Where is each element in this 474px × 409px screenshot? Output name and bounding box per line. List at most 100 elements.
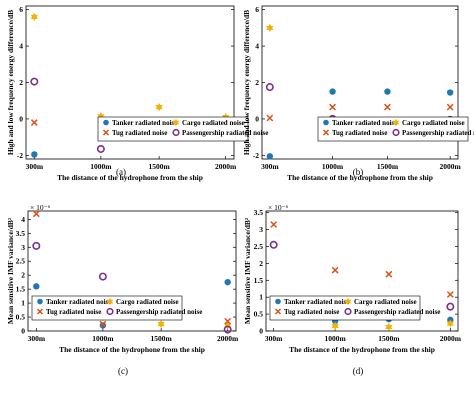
legend-entry: Cargo radiated noise: [182, 119, 245, 127]
data-point-filled-circle: [224, 278, 231, 286]
data-point-cross: [446, 103, 454, 111]
y-tick-label: 0: [19, 114, 23, 123]
y-tick-label: 2.5: [16, 257, 26, 266]
x-tick-label: 300m: [261, 162, 279, 171]
x-axis-label: The distance of the hydrophone from the …: [287, 173, 433, 182]
x-tick-label: 1000m: [322, 162, 344, 171]
y-tick-label: 1: [21, 299, 25, 308]
legend-marker-cross: [36, 308, 44, 315]
y-axis-label: Mean sensitive IMF variance/dB²: [6, 217, 15, 324]
legend-entry: Tug radiated noise: [284, 308, 339, 316]
data-point-cross: [30, 119, 38, 126]
data-point-cross: [384, 103, 391, 111]
data-point-cross: [446, 291, 454, 298]
y-tick-label: 3: [259, 225, 263, 234]
y-tick-label: 0: [21, 327, 25, 336]
legend-marker-open-circle: [106, 307, 114, 316]
data-point-hexagram: [224, 321, 232, 330]
data-point-open-circle: [30, 77, 39, 86]
y-tick-label: 0: [259, 327, 263, 336]
x-tick-label: 2000m: [440, 334, 462, 343]
legend-entry: Passengership radiated noise: [402, 129, 474, 137]
x-tick-label: 1000m: [324, 334, 346, 343]
legend-marker-cross: [102, 129, 110, 136]
data-point-open-circle: [446, 302, 455, 311]
data-point-filled-circle: [384, 88, 391, 95]
data-point-hexagram: [97, 112, 105, 121]
y-tick-label: 0.5: [16, 313, 26, 322]
y-tick-label: 2: [255, 78, 259, 87]
legend-entry: Tug radiated noise: [332, 129, 387, 137]
data-point-cross: [32, 210, 40, 218]
data-point-cross: [99, 320, 107, 328]
legend-marker-hexagram: [106, 297, 114, 306]
y-axis-label: High and low frequency energy difference…: [6, 10, 15, 155]
y-tick-label: -2: [253, 151, 259, 160]
plot-frame: [265, 210, 459, 332]
legend-entry: Tanker radiated noise: [284, 298, 349, 306]
legend-entry: Passengership radiated noise: [116, 308, 202, 316]
panel-label: (a): [116, 167, 126, 177]
y-tick-label: 3.5: [254, 208, 264, 217]
chart-panel-b: -2 0 2 4 6 300m 1000m 1500m 2000m The distance of…: [242, 5, 474, 182]
chart-panel-a: -2 0 2 4 6 300m 1000m 1500m 2000m The distance of…: [6, 5, 268, 182]
legend-marker-filled-circle: [323, 119, 329, 126]
panel-label: (c): [118, 366, 128, 376]
x-tick-label: 300m: [26, 162, 44, 171]
data-point-open-circle: [96, 144, 105, 153]
y-tick-label: 0.5: [254, 310, 264, 319]
legend-entry: Passengership radiated noise: [182, 129, 268, 137]
x-tick-label: 1500m: [150, 334, 172, 343]
legend-marker-open-circle: [344, 307, 352, 316]
legend-entry: Cargo radiated noise: [116, 298, 179, 306]
data-point-hexagram: [385, 322, 393, 332]
y-tick-label: 6: [19, 5, 23, 14]
legend-marker-cross: [322, 129, 330, 136]
legend-marker-cross: [274, 308, 282, 315]
data-point-hexagram: [266, 23, 274, 33]
legend-entry: Tug radiated noise: [112, 129, 167, 137]
data-point-open-circle: [223, 325, 232, 334]
y-tick-label: 6: [255, 5, 259, 14]
y-tick-label: 2: [19, 78, 23, 87]
x-axis-label: The distance of the hydrophone from the …: [57, 173, 203, 182]
x-tick-label: 1000m: [92, 334, 114, 343]
x-tick-label: 2000m: [217, 334, 239, 343]
y-tick-label: 1: [259, 293, 263, 302]
x-tick-label: 1500m: [148, 162, 170, 171]
y-tick-label: 0: [255, 114, 259, 123]
data-point-filled-circle: [329, 88, 336, 95]
y-tick-label: 4: [19, 42, 23, 51]
y-tick-label: 4: [255, 42, 259, 51]
chart-panel-c: 0 0.5 1 1.5 2 2.5 3 3.5 4 300m 1000m 1500m 2000m × 10…: [6, 203, 239, 376]
data-point-open-circle: [269, 240, 278, 249]
data-point-cross: [266, 114, 274, 122]
data-point-cross: [270, 221, 278, 228]
x-tick-label: 1000m: [90, 162, 112, 171]
data-point-filled-circle: [266, 153, 274, 160]
legend-marker-hexagram: [392, 118, 400, 127]
y-tick-label: -2: [17, 151, 23, 160]
data-point-filled-circle: [33, 283, 40, 290]
y-tick-label: 1.5: [254, 276, 264, 285]
legend-marker-filled-circle: [275, 298, 281, 305]
legend-entry: Tanker radiated noise: [112, 119, 177, 127]
y-tick-label: 2.5: [254, 242, 264, 251]
x-tick-label: 1500m: [378, 334, 400, 343]
chart-panel-d: 0 0.5 1 1.5 2 2.5 3 3.5 300m 1000m 1500m 2000m × 10⁻…: [243, 203, 462, 376]
legend-marker-filled-circle: [37, 298, 43, 305]
legend-marker-filled-circle: [103, 119, 109, 126]
legend-marker-hexagram: [344, 297, 352, 306]
data-point-filled-circle: [446, 89, 454, 96]
x-axis-label: The distance of the hydrophone from the …: [289, 345, 435, 354]
x-tick-label: 2000m: [440, 162, 462, 171]
x-tick-label: 1500m: [377, 162, 399, 171]
legend-entry: Tug radiated noise: [46, 308, 101, 316]
legend-marker-hexagram: [172, 118, 180, 127]
x-tick-label: 300m: [28, 334, 46, 343]
y-axis-label: Mean sensitive IMF variance/dB²: [243, 217, 252, 324]
x-tick-label: 300m: [265, 334, 283, 343]
data-point-cross: [385, 270, 393, 278]
data-point-cross: [331, 266, 339, 274]
